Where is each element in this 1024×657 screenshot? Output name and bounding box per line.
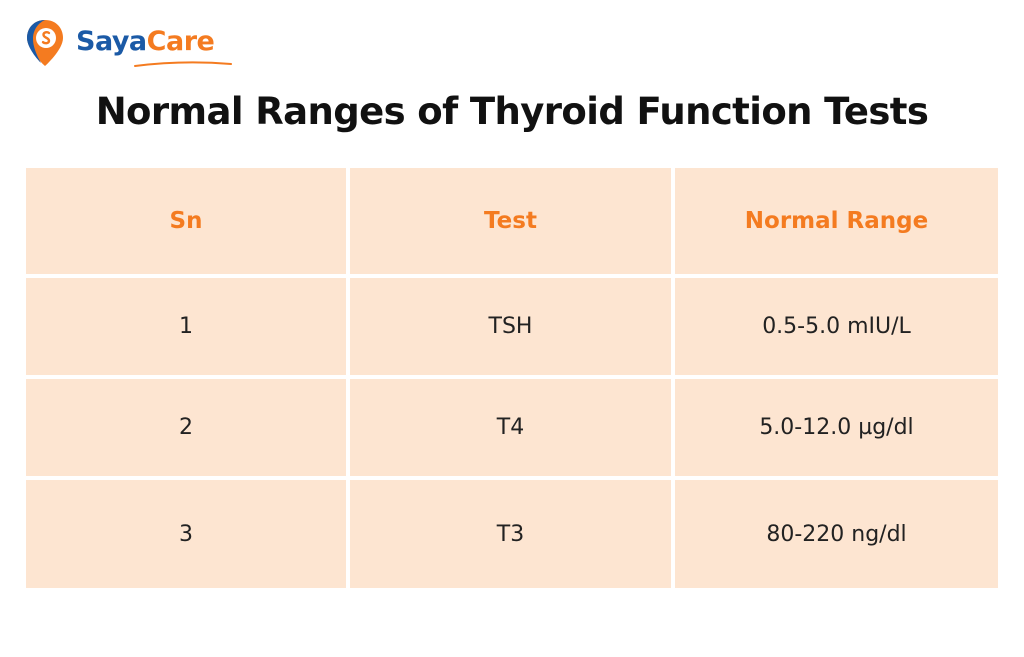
brand-underline-swoosh — [134, 61, 232, 67]
cell-test: T3 — [350, 480, 671, 588]
header-test: Test — [350, 168, 671, 274]
table-header-row: Sn Test Normal Range — [26, 168, 998, 274]
cell-test: T4 — [350, 379, 671, 476]
cell-sn: 1 — [26, 278, 346, 375]
cell-normal-range: 5.0-12.0 µg/dl — [675, 379, 998, 476]
cell-sn: 3 — [26, 480, 346, 588]
header-sn: Sn — [26, 168, 346, 274]
brand-name-part2: Care — [146, 25, 215, 57]
cell-normal-range: 80-220 ng/dl — [675, 480, 998, 588]
table-row: 2 T4 5.0-12.0 µg/dl — [26, 379, 998, 476]
cell-normal-range: 0.5-5.0 mIU/L — [675, 278, 998, 375]
location-pin-logo-icon — [27, 20, 63, 66]
thyroid-ranges-table: Sn Test Normal Range 1 TSH 0.5-5.0 mIU/L… — [26, 168, 998, 588]
table-row: 1 TSH 0.5-5.0 mIU/L — [26, 278, 998, 375]
cell-test: TSH — [350, 278, 671, 375]
header-normal-range: Normal Range — [675, 168, 998, 274]
cell-sn: 2 — [26, 379, 346, 476]
table-row: 3 T3 80-220 ng/dl — [26, 480, 998, 588]
brand-logo: SayaCare — [24, 18, 215, 68]
brand-name-part1: Saya — [76, 25, 147, 57]
page-title: Normal Ranges of Thyroid Function Tests — [95, 90, 929, 133]
brand-name: SayaCare — [76, 25, 215, 57]
